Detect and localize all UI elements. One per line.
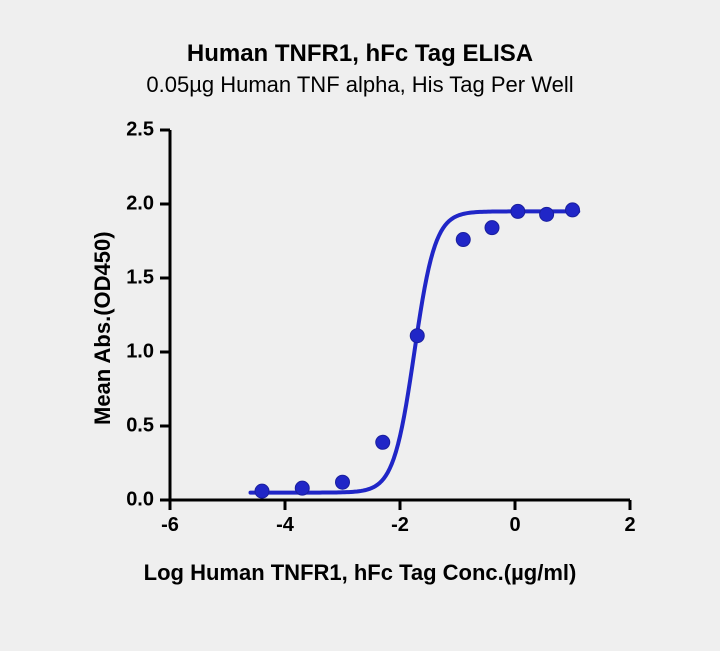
x-tick-label: -2 <box>391 514 409 537</box>
y-tick-label: 2.5 <box>110 119 154 142</box>
chart-canvas: Human TNFR1, hFc Tag ELISA 0.05µg Human … <box>0 0 720 651</box>
plot-svg <box>170 130 630 500</box>
plot-area <box>170 130 630 500</box>
x-tick-label: 2 <box>624 514 635 537</box>
x-tick-label: -6 <box>161 514 179 537</box>
y-tick-label: 0.0 <box>110 489 154 512</box>
x-tick-label: -4 <box>276 514 294 537</box>
chart-subtitle: 0.05µg Human TNF alpha, His Tag Per Well <box>0 72 720 98</box>
y-axis-label: Mean Abs.(OD450) <box>90 231 116 425</box>
y-tick-label: 1.5 <box>110 267 154 290</box>
y-tick-label: 2.0 <box>110 193 154 216</box>
y-tick-label: 0.5 <box>110 415 154 438</box>
x-tick-label: 0 <box>509 514 520 537</box>
chart-title: Human TNFR1, hFc Tag ELISA <box>0 40 720 68</box>
x-axis-label: Log Human TNFR1, hFc Tag Conc.(µg/ml) <box>0 560 720 586</box>
y-tick-label: 1.0 <box>110 341 154 364</box>
